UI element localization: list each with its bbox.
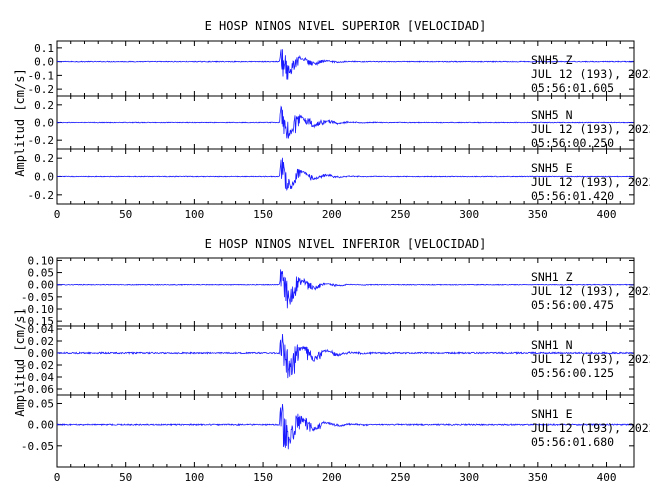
- y-tick-label: -0.04: [21, 371, 54, 384]
- seismic-trace: [56, 105, 634, 139]
- x-tick-label: 50: [119, 208, 132, 221]
- time-label: 05:56:01.420: [531, 189, 614, 203]
- time-label: 05:56:00.125: [531, 366, 614, 380]
- station-label: SNH1 E: [531, 407, 573, 421]
- x-tick-label: 250: [391, 208, 411, 221]
- station-label: SNH5 Z: [531, 53, 573, 67]
- y-tick-label: 0.02: [28, 335, 55, 348]
- y-tick-label: -0.05: [21, 440, 54, 453]
- chart-panel-1: E HOSP NINOS NIVEL SUPERIOR [VELOCIDAD] A…: [13, 19, 650, 221]
- y-axis-label: Amplitud [cm/s]: [13, 68, 27, 176]
- time-label: 05:56:01.680: [531, 435, 614, 449]
- y-tick-label: -0.2: [28, 189, 55, 202]
- x-tick-label: 400: [597, 471, 617, 484]
- seismic-trace: [56, 157, 634, 192]
- x-tick-label: 50: [119, 471, 132, 484]
- y-tick-label: -0.1: [28, 69, 55, 82]
- y-tick-label: 0.2: [34, 99, 54, 112]
- y-tick-label: 0.00: [28, 279, 55, 292]
- station-label: SNH5 N: [531, 108, 573, 122]
- y-tick-label: 0.05: [28, 267, 55, 280]
- time-label: 05:56:00.250: [531, 136, 614, 150]
- y-tick-label: 0.0: [34, 171, 54, 184]
- y-tick-label: 0.05: [28, 397, 55, 410]
- x-tick-label: 400: [597, 208, 617, 221]
- x-tick-label: 300: [459, 471, 479, 484]
- y-tick-label: -0.15: [21, 315, 54, 328]
- x-tick-label: 0: [54, 208, 61, 221]
- time-label: 05:56:01.605: [531, 81, 614, 95]
- x-tick-label: 350: [528, 208, 548, 221]
- y-tick-label: 0.0: [34, 56, 54, 69]
- date-label: JUL 12 (193), 2023: [531, 284, 650, 298]
- y-tick-label: 0.00: [28, 347, 55, 360]
- y-tick-label: -0.05: [21, 291, 54, 304]
- x-tick-label: 250: [391, 471, 411, 484]
- y-tick-label: 0.00: [28, 419, 55, 432]
- y-tick-label: -0.2: [28, 83, 55, 96]
- date-label: JUL 12 (193), 2023: [531, 421, 650, 435]
- y-tick-label: -0.06: [21, 383, 54, 396]
- y-tick-label: 0.0: [34, 117, 54, 130]
- y-tick-label: 0.10: [28, 254, 55, 267]
- date-label: JUL 12 (193), 2023: [531, 122, 650, 136]
- time-label: 05:56:00.475: [531, 298, 614, 312]
- x-tick-label: 0: [54, 471, 61, 484]
- x-tick-label: 150: [253, 471, 273, 484]
- seismic-trace: [56, 269, 634, 309]
- seismic-trace: [56, 49, 634, 80]
- date-label: JUL 12 (193), 2023: [531, 67, 650, 81]
- y-tick-label: -0.2: [28, 134, 55, 147]
- y-tick-label: -0.10: [21, 303, 54, 316]
- x-tick-label: 100: [184, 208, 204, 221]
- y-tick-label: 0.04: [28, 323, 55, 336]
- seismic-trace: [56, 333, 634, 379]
- x-tick-label: 300: [459, 208, 479, 221]
- y-tick-label: 0.1: [34, 42, 54, 55]
- station-label: SNH1 Z: [531, 270, 573, 284]
- date-label: JUL 12 (193), 2023: [531, 352, 650, 366]
- x-tick-label: 150: [253, 208, 273, 221]
- chart-panel-2: E HOSP NINOS NIVEL INFERIOR [VELOCIDAD] A…: [13, 237, 650, 484]
- seismic-trace: [56, 404, 634, 450]
- x-tick-label: 200: [322, 208, 342, 221]
- x-tick-label: 100: [184, 471, 204, 484]
- y-tick-label: -0.02: [21, 359, 54, 372]
- station-label: SNH1 N: [531, 338, 573, 352]
- y-axis-label: Amplitud [cm/s]: [13, 308, 27, 416]
- date-label: JUL 12 (193), 2023: [531, 175, 650, 189]
- chart-title: E HOSP NINOS NIVEL SUPERIOR [VELOCIDAD]: [205, 19, 487, 33]
- chart-title: E HOSP NINOS NIVEL INFERIOR [VELOCIDAD]: [205, 237, 487, 251]
- y-tick-label: 0.2: [34, 152, 54, 165]
- x-tick-label: 200: [322, 471, 342, 484]
- station-label: SNH5 E: [531, 161, 573, 175]
- x-tick-label: 350: [528, 471, 548, 484]
